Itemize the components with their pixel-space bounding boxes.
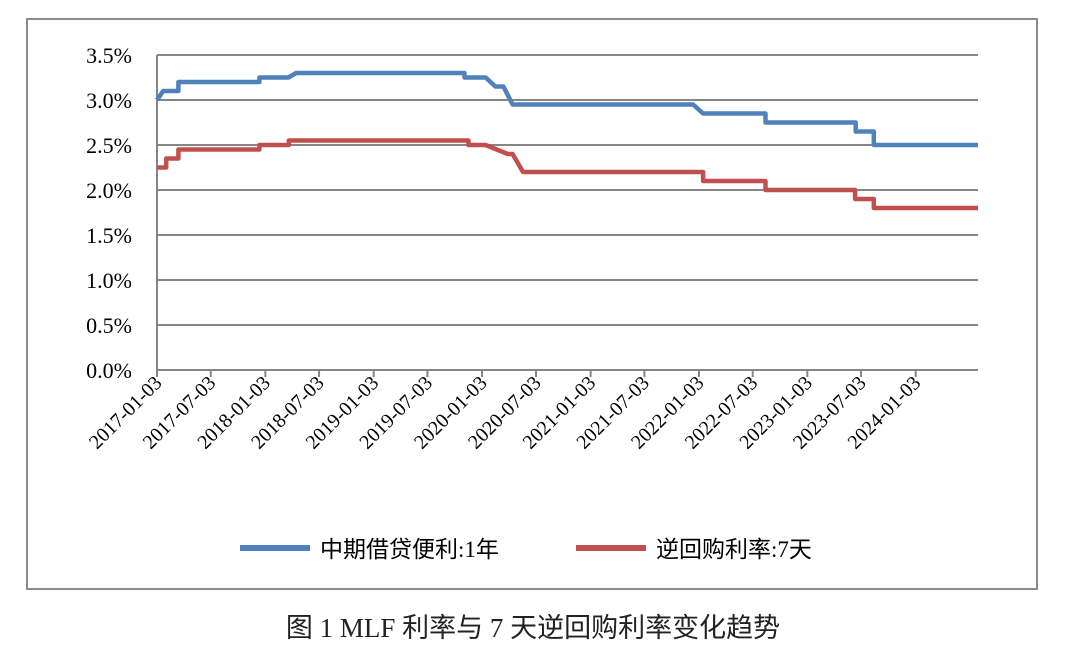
chart-frame: 0.0% 0.5% 1.0% 1.5% 2.0% 2.5% 3.0% 3.5% 2017-01-… [26, 18, 1038, 590]
y-tick-label: 2.0% [86, 178, 132, 203]
y-tick-label: 1.5% [86, 223, 132, 248]
legend-label-2: 逆回购利率:7天 [656, 537, 812, 562]
legend-label-1: 中期借贷便利:1年 [320, 537, 499, 562]
y-tick-label: 1.0% [86, 268, 132, 293]
y-tick-label: 3.0% [86, 88, 132, 113]
y-tick-label: 3.5% [86, 43, 132, 68]
y-tick-label: 0.5% [86, 313, 132, 338]
y-tick-label: 2.5% [86, 133, 132, 158]
y-tick-label: 0.0% [86, 358, 132, 383]
series-line-1 [155, 70, 978, 148]
figure-caption: 图 1 MLF 利率与 7 天逆回购利率变化趋势 [285, 613, 781, 643]
series-line-2 [157, 138, 978, 211]
line-chart: 0.0%0.5%1.0%1.5%2.0%2.5%3.0%3.5%2017-01-… [85, 43, 978, 562]
